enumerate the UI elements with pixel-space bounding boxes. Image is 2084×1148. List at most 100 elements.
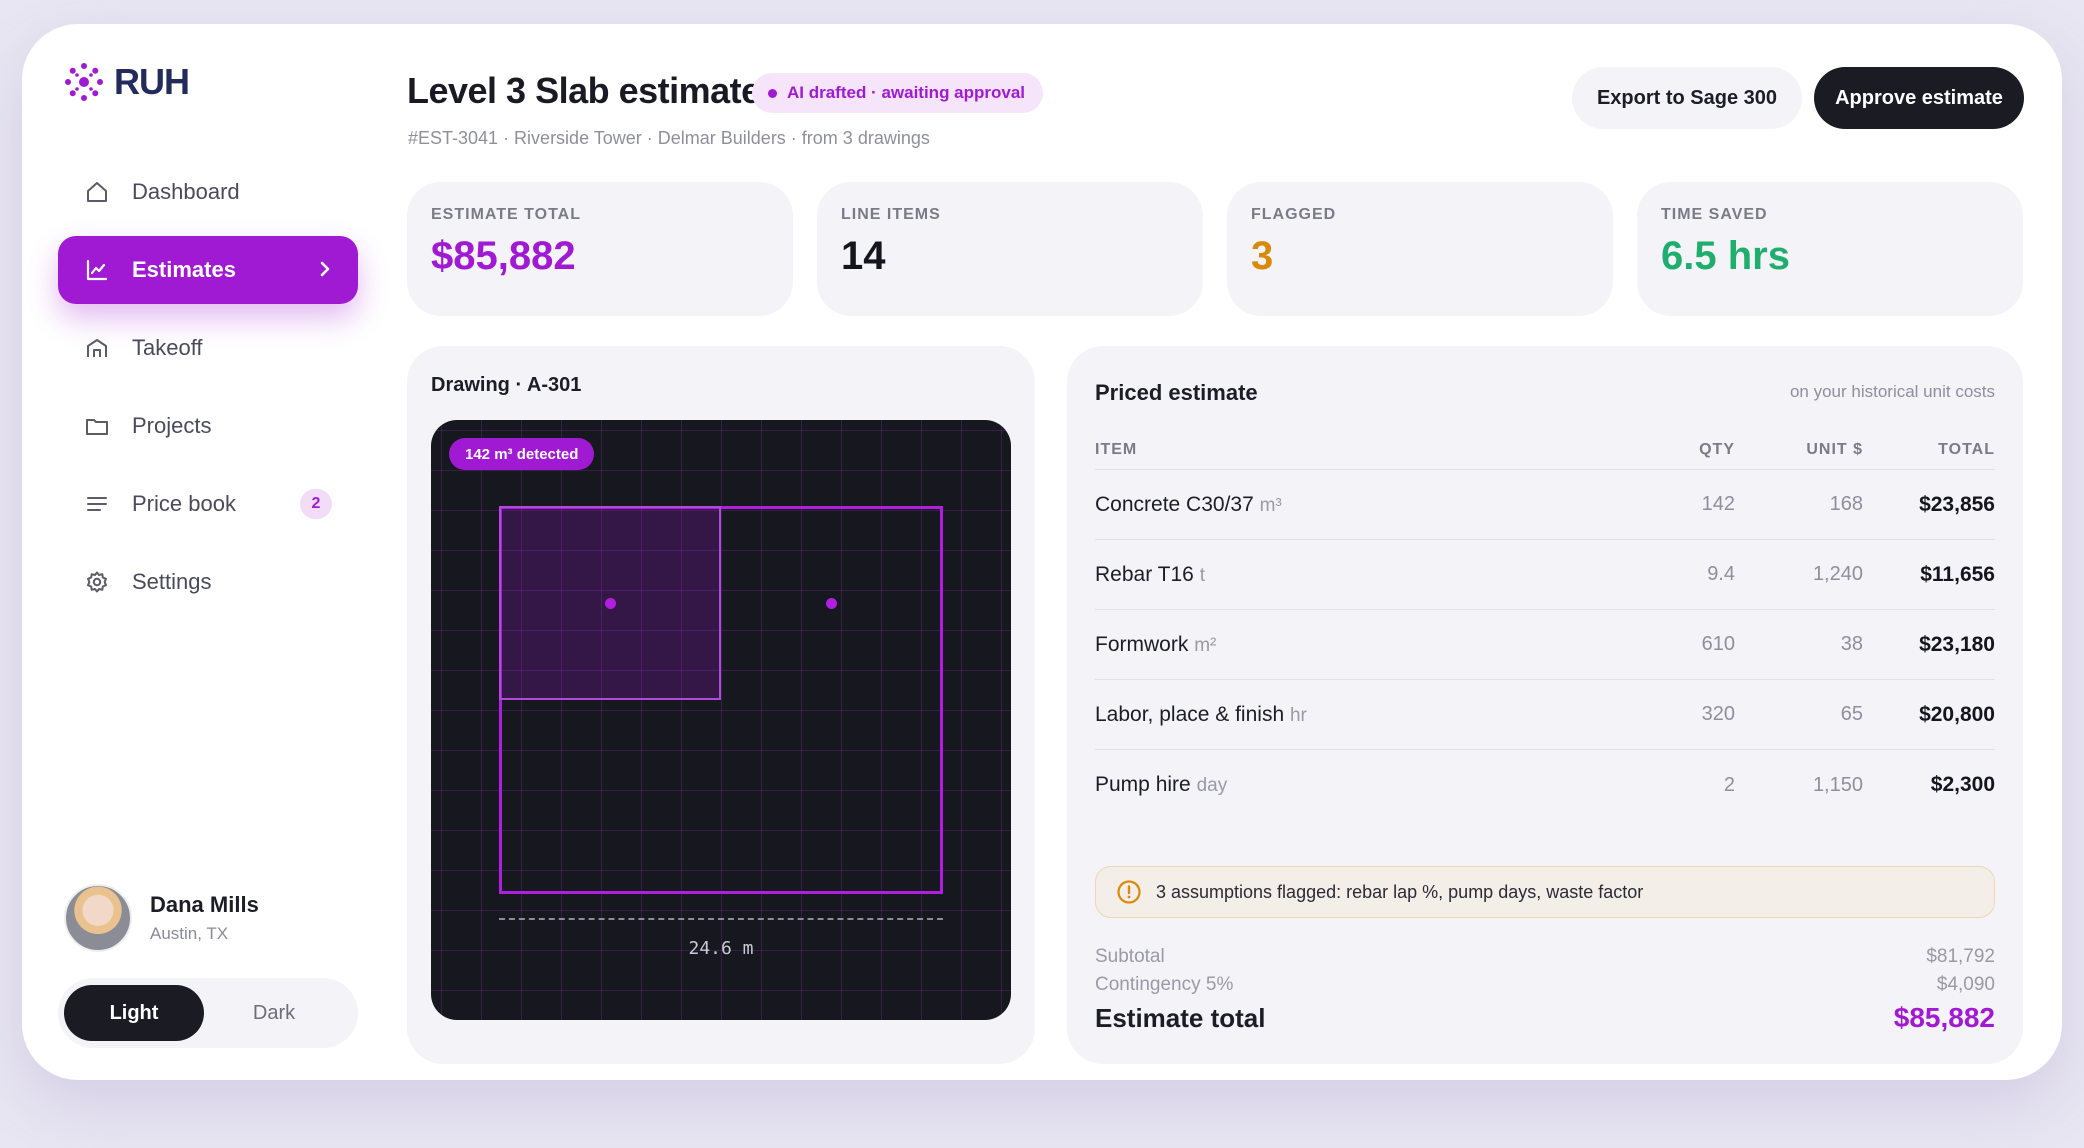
stat-label: FLAGGED	[1251, 206, 1337, 223]
unit-price-cell: 65	[1840, 703, 1863, 725]
logo[interactable]: RUH	[62, 60, 190, 104]
theme-light-button[interactable]: Light	[64, 985, 204, 1041]
detected-badge: 142 m³ detected	[449, 438, 595, 470]
stat-label: ESTIMATE TOTAL	[431, 206, 581, 223]
item-name: Formwork	[1095, 632, 1189, 656]
estimate-total-row: Estimate total $85,882	[1095, 1002, 1995, 1034]
stat-card-line-items: LINE ITEMS 14	[817, 182, 1203, 316]
slab-region-highlight[interactable]	[499, 506, 721, 700]
item-unit: m²	[1194, 634, 1217, 656]
status-badge: AI drafted · awaiting approval	[752, 73, 1044, 113]
stat-value: 3	[1251, 234, 1274, 278]
avatar	[64, 884, 132, 952]
theme-dark-button[interactable]: Dark	[252, 1001, 296, 1024]
qty-cell: 142	[1701, 493, 1735, 515]
gear-icon	[84, 569, 110, 595]
subtotal-value: $81,792	[1926, 946, 1995, 967]
approve-button[interactable]: Approve estimate	[1814, 67, 2024, 129]
column-header-total: TOTAL	[1938, 440, 1995, 458]
table-row[interactable]: Concrete C30/37 m³ 142 168 $23,856	[1095, 470, 1995, 540]
subtotal-label: Subtotal	[1095, 946, 1165, 967]
item-unit: m³	[1259, 494, 1282, 516]
user-profile[interactable]: Dana Mills Austin, TX	[64, 884, 259, 952]
item-cell: Concrete C30/37 m³	[1095, 493, 1635, 517]
stat-label: TIME SAVED	[1661, 206, 1768, 223]
slab-outline[interactable]	[499, 506, 943, 894]
column-header-unit-price: UNIT $	[1806, 440, 1863, 458]
sidebar-item-estimates[interactable]: Estimates	[58, 236, 358, 304]
item-name: Rebar T16	[1095, 562, 1194, 586]
status-dot-icon	[768, 88, 777, 98]
folder-icon	[84, 413, 110, 439]
item-cell: Formwork m²	[1095, 633, 1635, 657]
drawing-canvas[interactable]: 142 m³ detected 24.6 m	[431, 420, 1011, 1020]
unit-price-cell: 168	[1829, 493, 1863, 515]
page-title: Level 3 Slab estimate	[407, 70, 761, 111]
sidebar-item-dashboard[interactable]: Dashboard	[58, 158, 358, 226]
subtotal-row: Subtotal $81,792	[1095, 946, 1995, 968]
unit-price-cell: 38	[1840, 633, 1863, 655]
qty-cell: 9.4	[1707, 563, 1735, 585]
sidebar-item-projects[interactable]: Projects	[58, 392, 358, 460]
sidebar-item-label: Dashboard	[132, 179, 240, 204]
user-info: Dana Mills Austin, TX	[150, 892, 259, 944]
estimate-table: ITEM QTY UNIT $ TOTAL Concrete C30/37 m³…	[1095, 430, 1995, 820]
sidebar-item-label: Settings	[132, 569, 212, 594]
sidebar-item-label: Estimates	[132, 257, 236, 282]
dimension-label: 24.6 m	[688, 938, 754, 959]
priced-estimate-panel: Priced estimate on your historical unit …	[1067, 346, 2023, 1064]
sidebar-item-label: Takeoff	[132, 335, 203, 360]
table-row[interactable]: Labor, place & finish hr 320 65 $20,800	[1095, 680, 1995, 750]
drawing-panel: Drawing · A-301 142 m³ detected 24.6 m	[407, 346, 1035, 1064]
qty-cell: 610	[1701, 633, 1735, 655]
item-unit: t	[1199, 564, 1205, 586]
item-unit: hr	[1289, 704, 1307, 726]
stats-row: ESTIMATE TOTAL $85,882 LINE ITEMS 14 FLA…	[407, 182, 2023, 316]
stat-value: $85,882	[431, 234, 576, 278]
assumptions-flag-banner[interactable]: 3 assumptions flagged: rebar lap %, pump…	[1095, 866, 1995, 918]
export-button[interactable]: Export to Sage 300	[1572, 67, 1802, 129]
sidebar-item-label: Projects	[132, 413, 212, 438]
item-name: Concrete C30/37	[1095, 492, 1254, 516]
warning-icon	[1116, 879, 1142, 905]
sidebar-item-label: Price book	[132, 491, 236, 516]
sidebar-nav: Dashboard Estimates Takeoff Projects	[58, 158, 358, 626]
estimate-note: on your historical unit costs	[1789, 382, 1995, 401]
estimate-total-label: Estimate total	[1095, 1002, 1266, 1033]
contingency-label: Contingency 5%	[1095, 974, 1234, 995]
sidebar-item-settings[interactable]: Settings	[58, 548, 358, 616]
item-cell: Rebar T16 t	[1095, 563, 1635, 587]
table-row[interactable]: Formwork m² 610 38 $23,180	[1095, 610, 1995, 680]
total-cell: $11,656	[1920, 562, 1995, 586]
qty-cell: 2	[1723, 773, 1735, 796]
item-cell: Labor, place & finish hr	[1095, 703, 1635, 727]
marker-pin-icon[interactable]	[826, 598, 837, 609]
list-icon	[84, 491, 110, 517]
theme-toggle: Light Dark	[58, 978, 358, 1048]
estimate-total-value: $85,882	[1893, 1002, 1995, 1033]
dimension-line	[499, 918, 943, 920]
flag-text: 3 assumptions flagged: rebar lap %, pump…	[1156, 881, 1644, 902]
table-header: ITEM QTY UNIT $ TOTAL	[1095, 430, 1995, 470]
table-row[interactable]: Pump hire day 2 1,150 $2,300	[1095, 750, 1995, 820]
user-location: Austin, TX	[150, 924, 229, 943]
drawing-title: Drawing · A-301	[431, 374, 582, 396]
chevron-right-icon	[318, 258, 332, 285]
count-badge: 2	[300, 489, 332, 519]
sidebar-item-price-book[interactable]: Price book 2	[58, 470, 358, 538]
stat-card-time-saved: TIME SAVED 6.5 hrs	[1637, 182, 2023, 316]
total-cell: $2,300	[1930, 773, 1995, 796]
item-unit: day	[1196, 775, 1228, 796]
table-row[interactable]: Rebar T16 t 9.4 1,240 $11,656	[1095, 540, 1995, 610]
item-cell: Pump hire day	[1095, 773, 1635, 797]
stat-card-flagged: FLAGGED 3	[1227, 182, 1613, 316]
marker-pin-icon[interactable]	[605, 598, 616, 609]
qty-cell: 320	[1701, 703, 1735, 725]
user-name: Dana Mills	[150, 892, 259, 917]
app-window: RUH Dashboard Estimates Takeoff	[22, 24, 2062, 1080]
sidebar-item-takeoff[interactable]: Takeoff	[58, 314, 358, 382]
stat-value: 14	[841, 234, 886, 278]
total-cell: $23,180	[1919, 632, 1995, 656]
unit-price-cell: 1,240	[1812, 563, 1863, 585]
stat-card-estimate-total: ESTIMATE TOTAL $85,882	[407, 182, 793, 316]
